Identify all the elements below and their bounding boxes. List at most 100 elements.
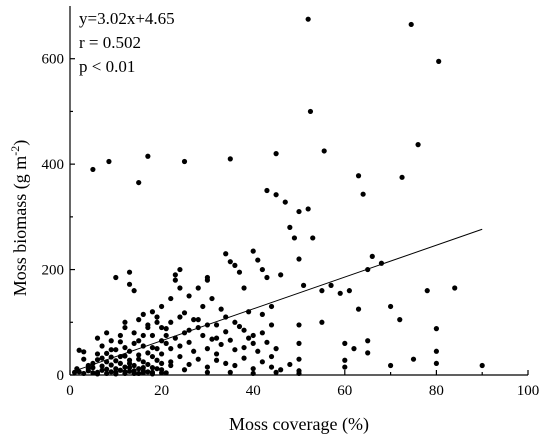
data-point	[321, 148, 327, 154]
data-point	[122, 324, 128, 331]
data-point	[424, 288, 430, 294]
data-point	[159, 324, 165, 331]
data-point	[209, 336, 215, 342]
data-point	[268, 303, 275, 310]
data-point	[236, 269, 243, 275]
data-point	[81, 349, 87, 355]
data-point	[241, 355, 247, 361]
data-point	[117, 367, 123, 373]
data-point	[149, 332, 156, 339]
data-point	[149, 365, 156, 371]
data-point	[282, 199, 288, 205]
data-point	[213, 335, 220, 341]
data-point	[296, 256, 302, 262]
data-point	[296, 208, 302, 215]
data-point	[136, 338, 142, 344]
y-axis-title-close: )	[10, 140, 31, 146]
data-point	[246, 335, 252, 341]
data-point	[136, 179, 142, 186]
data-point	[145, 369, 151, 375]
data-point	[149, 344, 156, 351]
data-point	[113, 366, 119, 372]
data-point	[154, 319, 160, 325]
regression-line-group	[74, 228, 483, 372]
data-point	[106, 158, 112, 165]
data-point	[140, 311, 146, 317]
data-point	[250, 332, 256, 339]
data-point	[94, 335, 101, 341]
y-tick-label: 400	[42, 157, 65, 173]
data-point	[108, 362, 114, 368]
data-points	[71, 16, 485, 377]
data-point	[126, 281, 133, 287]
data-point	[154, 346, 160, 352]
data-point	[117, 360, 123, 367]
data-point	[195, 285, 201, 291]
data-point	[397, 317, 403, 323]
data-point	[104, 370, 110, 377]
data-point	[122, 353, 128, 359]
data-point	[159, 370, 165, 376]
data-point	[264, 274, 270, 281]
data-point	[399, 174, 405, 180]
data-point	[149, 371, 156, 377]
data-point	[250, 366, 256, 372]
data-point	[268, 364, 275, 370]
data-point	[415, 142, 421, 148]
data-point	[355, 306, 362, 312]
data-point	[273, 369, 279, 375]
data-point	[410, 356, 417, 362]
x-tick-label: 0	[66, 383, 74, 399]
data-point	[273, 192, 279, 198]
data-point	[168, 346, 174, 352]
data-point	[113, 371, 119, 377]
data-point	[136, 356, 142, 362]
data-point	[209, 295, 215, 302]
data-point	[154, 366, 160, 372]
data-point	[342, 340, 348, 346]
correlation-coefficient: r = 0.502	[79, 33, 141, 52]
data-point	[241, 327, 247, 333]
data-point	[81, 370, 87, 377]
data-point	[104, 350, 110, 356]
data-point	[191, 348, 197, 354]
data-point	[168, 295, 174, 302]
data-point	[136, 352, 142, 358]
data-point	[136, 370, 142, 377]
data-point	[149, 353, 156, 360]
data-point	[278, 272, 284, 278]
data-point	[342, 364, 348, 370]
data-point	[232, 319, 238, 325]
data-point	[145, 350, 151, 356]
data-point	[126, 368, 133, 374]
data-point	[154, 314, 160, 320]
data-point	[117, 339, 123, 345]
data-point	[232, 262, 238, 268]
data-point	[369, 253, 375, 259]
data-point	[126, 360, 133, 367]
data-point	[81, 356, 87, 362]
data-point	[181, 158, 188, 165]
data-point	[131, 362, 137, 369]
data-point	[213, 351, 220, 357]
data-point	[168, 359, 174, 365]
data-point	[351, 346, 357, 352]
data-point	[342, 357, 348, 363]
data-point	[227, 156, 233, 162]
data-point	[126, 269, 133, 275]
data-point	[99, 355, 105, 361]
data-point	[200, 332, 206, 339]
y-tick-label: 200	[42, 263, 65, 279]
data-point	[287, 224, 293, 230]
data-point	[113, 358, 119, 364]
data-point	[191, 317, 197, 323]
data-point	[204, 369, 210, 375]
data-point	[218, 306, 224, 312]
data-point	[223, 360, 229, 367]
data-point	[122, 364, 128, 370]
data-point	[177, 343, 183, 349]
data-point	[159, 351, 165, 357]
data-point	[122, 369, 128, 375]
